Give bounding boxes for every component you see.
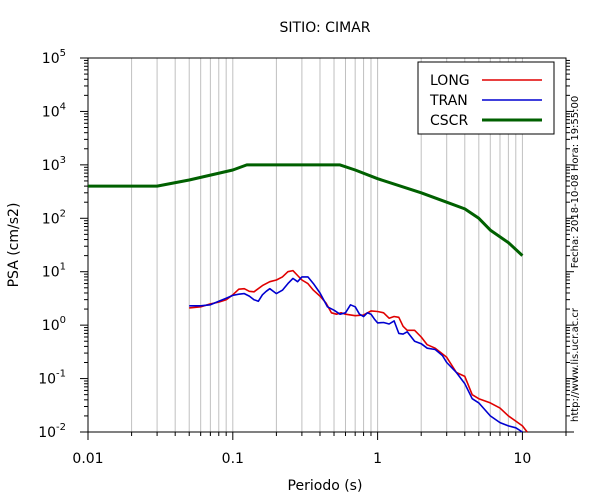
legend-label-tran: TRAN <box>429 93 468 109</box>
y-tick-label: 104 <box>42 101 66 120</box>
chart-title: SITIO: CIMAR <box>280 20 371 36</box>
y-tick-label: 102 <box>42 208 66 227</box>
plot-frame <box>87 57 567 433</box>
url-annotation: http://www.lis.ucr.ac.cr <box>570 307 581 422</box>
y-tick-label: 103 <box>42 155 66 174</box>
x-tick-label: 0.01 <box>72 451 103 467</box>
legend-items: LONG TRAN CSCR <box>429 73 542 129</box>
x-tick-label: 10 <box>513 451 531 467</box>
legend: LONG TRAN CSCR <box>417 61 555 135</box>
y-tick-labels: 10-2 10-1 100 101 102 103 104 105 <box>38 48 66 441</box>
grid <box>131 58 567 432</box>
legend-box <box>417 61 555 135</box>
series-line-cscr <box>88 163 524 257</box>
y-tick-label: 100 <box>42 315 66 334</box>
series-line-tran <box>189 276 523 433</box>
axis-ticks <box>80 57 574 440</box>
y-tick-label: 105 <box>42 48 66 67</box>
y-tick-label: 101 <box>42 262 66 281</box>
x-tick-label: 1 <box>373 451 382 467</box>
y-tick-label: 10-1 <box>38 369 66 388</box>
legend-label-long: LONG <box>430 73 470 89</box>
x-axis-title: Periodo (s) <box>288 478 363 494</box>
x-tick-labels: 0.01 0.1 1 10 <box>72 451 531 467</box>
x-tick-label: 0.1 <box>222 451 244 467</box>
y-axis-title: PSA (cm/s2) <box>6 203 22 288</box>
date-annotation: Fecha: 2018-10-08 Hora: 19:55:00 <box>570 96 581 269</box>
series-line-long <box>189 269 528 433</box>
legend-label-cscr: CSCR <box>430 113 468 129</box>
y-tick-label: 10-2 <box>38 422 66 441</box>
series-lines <box>88 163 528 433</box>
